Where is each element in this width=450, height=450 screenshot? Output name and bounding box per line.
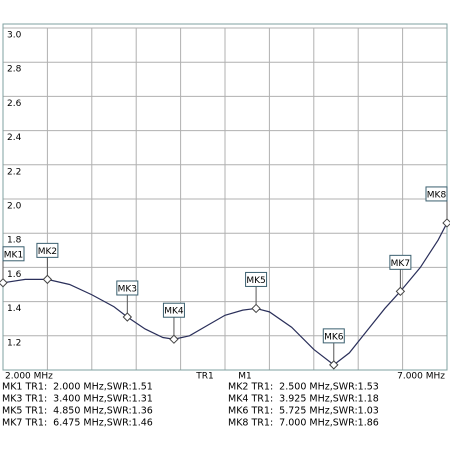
marker-box [245, 271, 268, 287]
marker-label: MK6 [324, 332, 344, 342]
marker-box [36, 242, 59, 258]
marker-readout: MK4 TR1: 3.925 MHz,SWR:1.18 [228, 394, 379, 405]
marker-label: MK8 [427, 190, 447, 200]
x-tick-label: 2.000 MHz [5, 372, 53, 382]
marker-point [395, 286, 406, 297]
marker-label: MK7 [391, 259, 410, 269]
marker-label: MK4 [164, 307, 184, 317]
marker-box [116, 280, 139, 296]
y-tick-label: 1.4 [7, 304, 22, 314]
marker-box [162, 302, 185, 318]
marker-readout: MK1 TR1: 2.000 MHz,SWR:1.51 [2, 382, 153, 393]
marker-box [322, 328, 345, 344]
y-tick-label: 1.2 [7, 338, 21, 348]
x-tick-label: 7.000 MHz [397, 372, 445, 382]
marker-point [122, 312, 133, 322]
active-marker: M1 [238, 372, 252, 382]
marker-readout: MK7 TR1: 6.475 MHz,SWR:1.46 [2, 418, 153, 429]
y-tick-label: 2.0 [7, 202, 22, 212]
y-tick-label: 2.4 [7, 133, 22, 143]
marker-point [169, 334, 179, 344]
marker-box [2, 246, 25, 262]
marker-readout: MK5 TR1: 4.850 MHz,SWR:1.36 [2, 406, 153, 417]
marker-readout: MK3 TR1: 3.400 MHz,SWR:1.31 [2, 394, 153, 405]
marker-box [389, 254, 412, 270]
marker-readout: MK6 TR1: 5.725 MHz,SWR:1.03 [228, 406, 379, 417]
marker-readout: MK2 TR1: 2.500 MHz,SWR:1.53 [228, 382, 379, 393]
y-tick-label: 1.6 [7, 270, 22, 280]
y-tick-label: 3.0 [7, 31, 22, 41]
marker-label: MK1 [4, 250, 23, 260]
y-tick-label: 2.2 [7, 167, 21, 177]
marker-point [42, 274, 53, 285]
trace-line [2, 222, 448, 366]
marker-label: MK2 [38, 247, 57, 257]
y-tick-label: 2.8 [7, 65, 22, 75]
marker-box [425, 186, 448, 202]
marker-label: MK3 [118, 284, 137, 294]
marker-point [329, 360, 339, 370]
y-tick-label: 1.8 [7, 236, 22, 246]
marker-point [251, 303, 261, 314]
marker-label: MK5 [246, 276, 265, 286]
marker-readout: MK8 TR1: 7.000 MHz,SWR:1.86 [228, 418, 379, 429]
trace-name: TR1 [195, 372, 213, 382]
y-tick-label: 2.6 [7, 99, 22, 109]
marker-point [0, 278, 8, 288]
